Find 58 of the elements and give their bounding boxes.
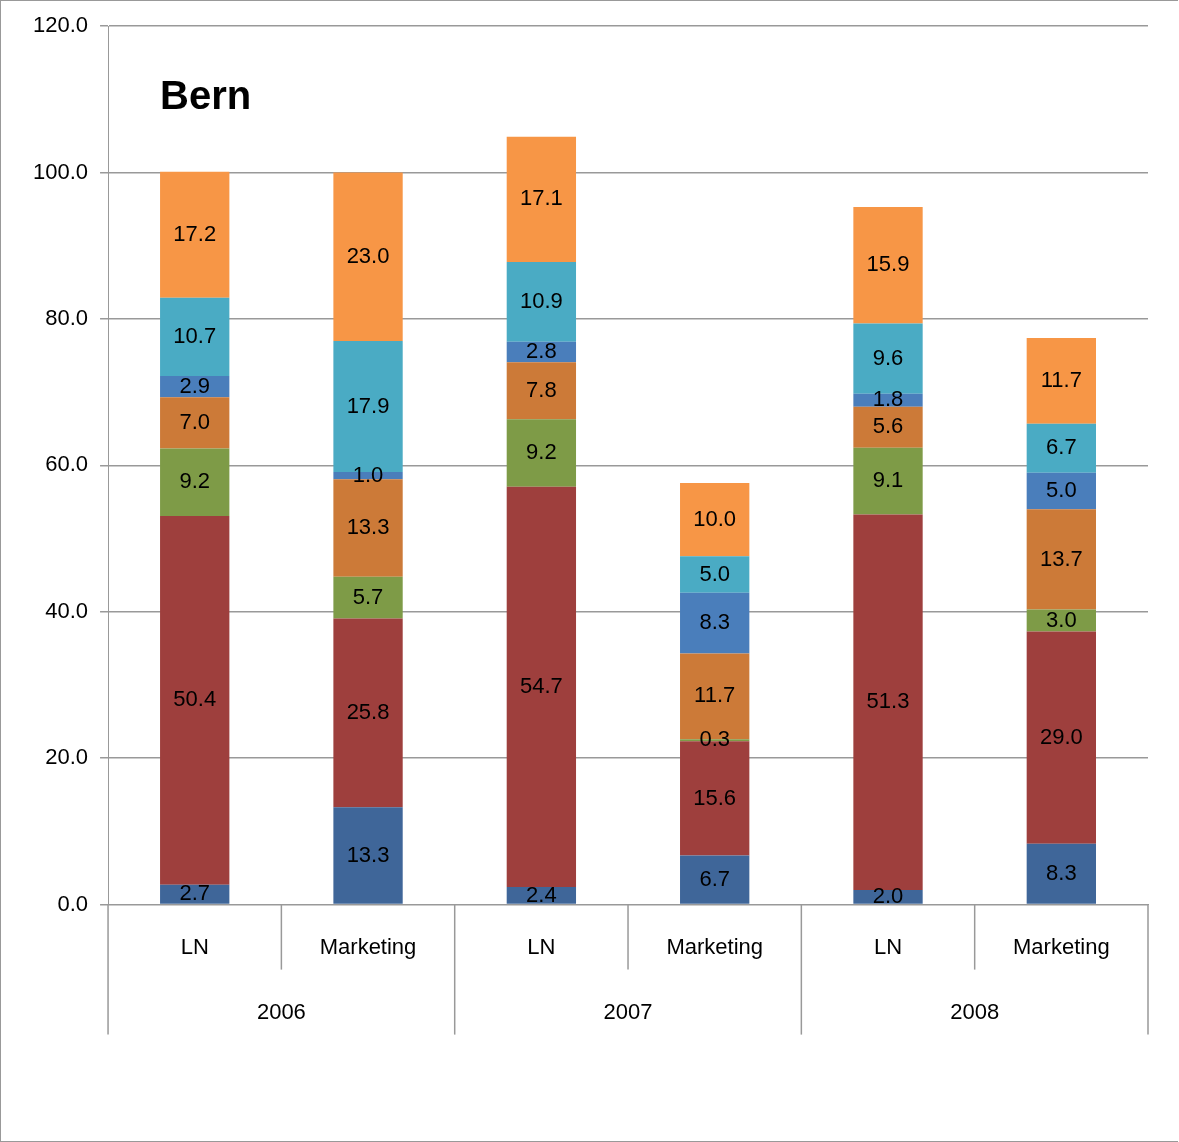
data-label: 9.6 (872, 344, 904, 370)
x-tick-label: Marketing (1013, 933, 1110, 959)
data-label: 5.0 (699, 560, 730, 586)
text: Bern (160, 73, 252, 118)
data-label: 17.2 (173, 220, 217, 246)
data-label: 9.2 (526, 439, 557, 465)
data-label: 54.7 (519, 672, 563, 698)
y-tick-label: 120.0 (32, 12, 89, 38)
data-label: 7.8 (526, 376, 557, 402)
data-label: 10.9 (519, 287, 563, 313)
data-label: 15.9 (866, 251, 910, 277)
data-label: 29.0 (1039, 723, 1083, 749)
data-label: 11.7 (1040, 366, 1082, 392)
data-label: 1.8 (872, 386, 904, 412)
text: 2006 (256, 998, 306, 1024)
data-label: 3.0 (1046, 606, 1077, 632)
y-tick-label: 100.0 (32, 158, 89, 184)
data-label: 0.3 (699, 726, 730, 752)
data-label: 10.7 (173, 323, 217, 348)
x-tick-label: LN (873, 933, 903, 959)
data-label: 8.3 (699, 609, 730, 635)
data-label: 9.2 (179, 468, 211, 494)
data-label: 13.3 (346, 841, 390, 867)
data-label: 9.1 (872, 467, 904, 493)
data-label: 5.0 (1046, 477, 1077, 503)
data-label: 2.8 (526, 338, 557, 363)
data-label: 8.3 (1046, 859, 1077, 885)
data-label: 5.7 (352, 583, 384, 609)
y-tick-label: 80.0 (45, 305, 89, 331)
data-label: 5.6 (872, 413, 904, 439)
data-label: 51.3 (866, 688, 910, 714)
x-tick-label: Marketing (666, 933, 763, 959)
data-label: 15.6 (693, 784, 737, 810)
x-tick-label: LN (180, 933, 209, 959)
text: 2007 (603, 998, 653, 1024)
x-tick-label: LN (527, 933, 556, 959)
data-label: 50.4 (173, 686, 217, 712)
data-label: 2.4 (526, 881, 557, 907)
data-label: 10.0 (693, 505, 737, 531)
data-label: 6.7 (1046, 434, 1077, 460)
data-label: 2.0 (872, 882, 904, 908)
x-tick-label: Marketing (319, 933, 417, 959)
data-label: 13.3 (346, 514, 390, 540)
data-label: 17.9 (346, 392, 390, 418)
y-tick-label: 0.0 (57, 890, 89, 916)
y-tick-label: 20.0 (45, 744, 89, 770)
data-label: 13.7 (1039, 545, 1083, 571)
data-label: 23.0 (346, 242, 390, 268)
y-tick-label: 40.0 (45, 597, 89, 623)
data-label: 2.7 (179, 880, 211, 906)
data-label: 11.7 (694, 682, 736, 708)
data-label: 17.1 (519, 185, 563, 211)
data-label: 2.9 (179, 372, 211, 398)
data-label: 7.0 (179, 409, 211, 435)
text: 2008 (950, 998, 1000, 1024)
data-label: 25.8 (346, 698, 390, 724)
y-tick-label: 60.0 (45, 451, 89, 477)
data-label: 6.7 (699, 865, 730, 891)
